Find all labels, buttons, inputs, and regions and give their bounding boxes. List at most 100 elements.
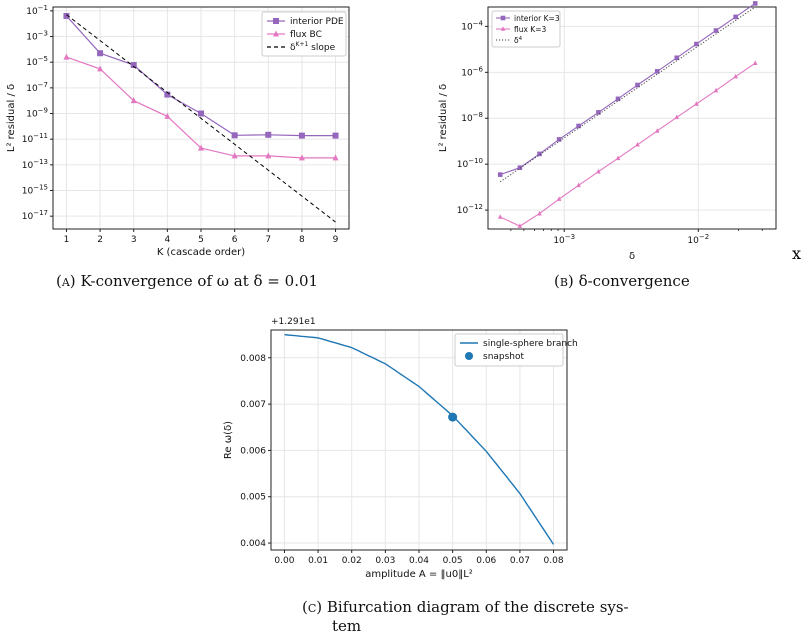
data-point <box>596 168 601 174</box>
x-tick-label: 2 <box>97 235 103 245</box>
data-point <box>231 132 238 139</box>
x-tick-label: 0.01 <box>308 556 328 566</box>
panel-a: 1 2 3 4 5 6 7 8 9 10−1 10−3 10−5 10−7 10−9 10−11 10−13 1… <box>0 0 360 260</box>
x-tick-label: 1 <box>64 235 70 245</box>
y-tick-label: 10−7 <box>26 81 48 94</box>
x-tick-label: 0.06 <box>476 556 496 566</box>
y-offset-text: +1.291e1 <box>271 317 316 327</box>
x-tick-label: 0.07 <box>510 556 530 566</box>
x-tick-label: 10−2 <box>687 233 709 246</box>
data-point <box>130 62 137 69</box>
series-line <box>499 6 756 183</box>
data-point <box>198 110 204 117</box>
caption-a-text: K-convergence of ω at δ = 0.01 <box>80 272 319 290</box>
legend-label: single-sphere branch <box>483 339 578 349</box>
y-tick-label: 10−9 <box>26 107 48 120</box>
y-tick-label: 10−10 <box>457 157 483 170</box>
y-tick-label: 0.005 <box>240 493 266 503</box>
y-tick-label: 10−11 <box>22 132 48 145</box>
y-tick-label: 10−12 <box>457 203 483 216</box>
x-tick-label: 0.00 <box>274 556 294 566</box>
data-point <box>713 87 719 93</box>
x-tick-label: 6 <box>232 235 238 245</box>
legend-marker <box>273 18 279 24</box>
data-point <box>164 91 171 98</box>
caption-c: (c) Bifurcation diagram of the discrete … <box>302 598 629 636</box>
data-point <box>497 214 503 219</box>
y-tick-label: 10−17 <box>22 209 48 222</box>
data-point <box>733 14 738 20</box>
data-point <box>556 196 562 201</box>
caption-b: (b) δ-convergence <box>554 272 690 290</box>
data-point <box>332 154 339 161</box>
x-tick-label: 0.04 <box>409 556 429 566</box>
data-point <box>635 141 640 147</box>
data-point <box>654 69 660 74</box>
legend-box <box>491 10 561 48</box>
y-tick-label: 10−13 <box>22 158 48 171</box>
panel-c: +1.291e1 0.00 0.01 0.02 0.03 0.04 0.05 0.06 0.07… <box>215 308 595 588</box>
data-point <box>63 53 70 60</box>
x-axis-label: K (cascade order) <box>157 247 245 258</box>
caption-c-line1: Bifurcation diagram of the discrete sys- <box>326 598 629 616</box>
data-point <box>97 65 104 72</box>
data-point <box>674 114 680 120</box>
x-tick-label: 7 <box>265 235 271 245</box>
y-tick-label: 10−3 <box>26 30 48 43</box>
data-point <box>713 28 719 33</box>
series-line <box>499 62 756 227</box>
x-axis-label: amplitude A = ‖u0‖L² <box>365 569 473 580</box>
y-tick-label: 10−5 <box>26 55 48 68</box>
data-point <box>733 73 738 79</box>
bifurcation-chart: +1.291e1 0.00 0.01 0.02 0.03 0.04 0.05 0.06 0.07… <box>223 317 578 580</box>
stray-x-mark: x <box>792 244 802 263</box>
y-tick-label: 10−1 <box>26 4 48 17</box>
legend-label: snapshot <box>483 352 525 362</box>
x-axis-label: δ <box>629 251 635 262</box>
plot-frame <box>52 6 350 230</box>
caption-a: (a) K-convergence of ω at δ = 0.01 <box>56 272 318 290</box>
y-axis-label: Re ω(δ) <box>223 421 234 459</box>
legend-label: flux BC <box>290 30 322 40</box>
data-point <box>556 137 562 142</box>
data-point <box>576 123 581 129</box>
k-convergence-chart: 1 2 3 4 5 6 7 8 9 10−1 10−3 10−5 10−7 10−9 10−11 10−13 1… <box>6 4 350 258</box>
data-point <box>265 131 272 138</box>
caption-b-text: δ-convergence <box>578 272 690 290</box>
y-tick-label: 10−4 <box>461 19 483 32</box>
caption-b-label: (b) <box>554 272 574 290</box>
data-point <box>694 41 699 47</box>
data-point <box>752 1 758 6</box>
legend-marker <box>500 15 506 21</box>
plot-frame <box>487 6 777 230</box>
data-point <box>497 172 503 177</box>
legend-marker <box>273 30 279 37</box>
data-point <box>674 55 680 61</box>
plot-frame <box>270 329 568 551</box>
y-tick-label: 10−6 <box>461 65 483 78</box>
data-point <box>694 101 699 106</box>
data-point <box>265 152 272 159</box>
series-line <box>66 14 336 223</box>
caption-a-label: (a) <box>56 272 76 290</box>
caption-c-line2: tem <box>332 617 362 635</box>
x-tick-label: 0.05 <box>443 556 463 566</box>
legend-label: δK+1 slope <box>290 41 336 53</box>
data-point <box>576 182 581 188</box>
legend-label: interior PDE <box>290 17 344 27</box>
data-point <box>298 154 305 161</box>
x-tick-label: 3 <box>131 235 137 245</box>
x-tick-label: 10−3 <box>553 233 575 246</box>
legend-label: interior K=3 <box>514 14 560 23</box>
y-tick-label: 10−15 <box>22 184 48 197</box>
data-point <box>231 152 238 159</box>
x-tick-label: 5 <box>198 235 204 245</box>
y-tick-label: 10−8 <box>461 111 483 124</box>
data-point <box>130 97 137 104</box>
y-axis-label: L² residual / δ <box>6 84 17 152</box>
y-tick-label: 0.004 <box>240 539 266 549</box>
x-tick-label: 0.08 <box>544 556 564 566</box>
series-line <box>500 2 756 176</box>
legend-box <box>261 11 347 57</box>
panel-b: 10−3 10−2 10−4 10−6 10−8 10−10 10−12 δ L² residu… <box>430 0 790 262</box>
